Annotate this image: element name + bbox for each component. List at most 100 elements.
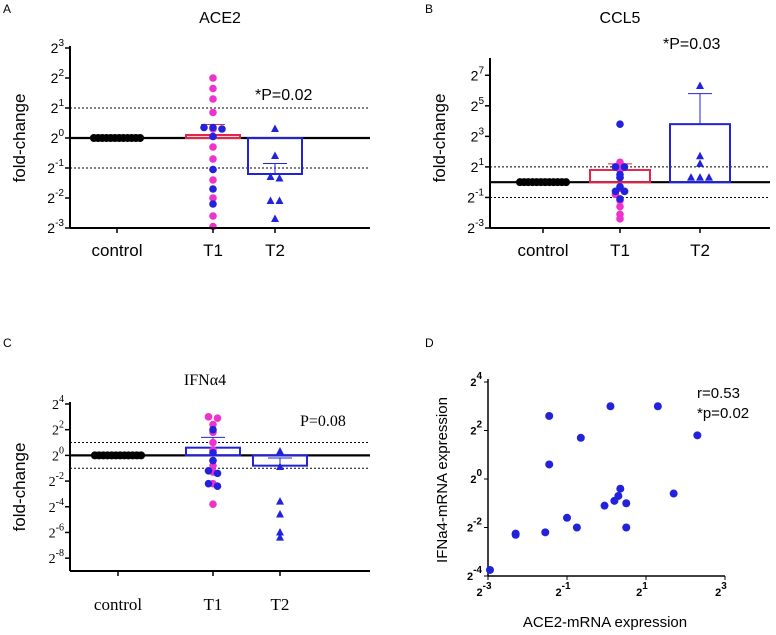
x-tick-label: control	[94, 595, 142, 614]
data-point	[209, 176, 217, 184]
x-tick-label: T2	[271, 595, 290, 614]
data-point-triangle	[266, 196, 275, 204]
data-point	[616, 195, 624, 203]
correlation-p: *p=0.02	[697, 405, 749, 422]
y-axis-label: IFNa4-mRNA expression	[434, 397, 451, 563]
data-point	[600, 501, 609, 510]
data-point	[136, 134, 145, 142]
x-axis-label: ACE2-mRNA expression	[523, 614, 687, 631]
data-point-triangle	[687, 173, 695, 181]
y-tick-label: 20	[52, 445, 64, 464]
data-point-triangle	[271, 124, 279, 132]
x-tick-label: control	[517, 241, 568, 260]
panel-a-ace2: ACE2 fold-change 23 22 21 20 2-1 2-2 2-3 control T…	[10, 10, 370, 260]
data-point	[209, 425, 217, 434]
panel-letter-d: D	[425, 336, 434, 350]
data-point	[213, 469, 222, 478]
data-point	[209, 449, 217, 457]
data-point	[485, 565, 494, 574]
data-point-triangle	[275, 174, 284, 182]
data-point-triangle	[696, 159, 704, 167]
data-point	[213, 482, 222, 491]
data-point-triangle	[705, 173, 713, 181]
y-tick-label: 25	[471, 96, 485, 114]
data-point-triangle	[276, 447, 284, 455]
y-tick-label: 21	[471, 157, 485, 175]
data-point-triangle	[276, 533, 284, 541]
data-point	[209, 200, 217, 208]
y-tick-label: 27	[471, 65, 485, 83]
y-tick-label: 2-2	[49, 471, 64, 490]
x-tick-label: control	[91, 241, 142, 260]
significance-annotation: *P=0.02	[255, 87, 312, 104]
y-tick-label: 2-1	[47, 158, 64, 176]
data-point	[213, 414, 222, 422]
y-tick-label: 22	[51, 68, 65, 86]
data-point-triangle	[276, 462, 284, 470]
data-point	[616, 215, 624, 223]
data-point	[209, 108, 217, 117]
x-tick-label: T2	[690, 241, 710, 260]
data-point	[204, 413, 213, 421]
data-point	[545, 411, 554, 420]
data-point-triangle	[271, 214, 279, 222]
y-tick-label: 2-3	[47, 218, 64, 236]
data-point-triangle	[271, 151, 279, 159]
data-point	[616, 202, 624, 211]
significance-annotation: P=0.08	[300, 413, 346, 430]
x-tick-label: T2	[265, 241, 285, 260]
x-tick-label: 21	[636, 581, 648, 599]
data-point	[511, 529, 520, 538]
panel-c-ifna4: IFNα4 fold-change 24 22 20 2-2 2-4 2-6 2-8 contro…	[10, 372, 370, 614]
data-point	[616, 120, 624, 128]
data-point-triangle	[276, 509, 284, 518]
data-point	[200, 123, 208, 132]
data-point	[209, 95, 217, 103]
data-point	[209, 84, 217, 93]
chart-title: CCL5	[600, 10, 641, 27]
data-point	[653, 402, 662, 411]
data-point	[541, 528, 550, 537]
data-point	[209, 500, 217, 509]
data-point	[693, 431, 702, 440]
data-point	[209, 132, 217, 141]
data-point	[209, 194, 217, 202]
data-point	[137, 451, 146, 460]
y-tick-label: 20	[51, 128, 65, 146]
y-tick-label: 23	[471, 126, 485, 144]
data-point	[622, 499, 631, 508]
data-point	[572, 523, 581, 532]
data-point	[545, 460, 554, 469]
data-point	[620, 163, 629, 171]
data-point	[606, 402, 615, 411]
x-tick-label: T1	[203, 241, 223, 260]
data-point	[204, 479, 213, 488]
data-point	[209, 143, 217, 151]
data-point	[576, 433, 585, 442]
data-point-triangle	[696, 151, 704, 160]
data-point	[611, 187, 620, 196]
data-point	[209, 123, 217, 132]
data-point	[209, 212, 217, 220]
data-point	[669, 489, 678, 498]
y-tick-label: 2-2	[467, 517, 482, 535]
chart-title: IFNα4	[184, 372, 226, 389]
data-point	[204, 467, 213, 475]
data-point-triangle	[696, 81, 704, 89]
data-point	[563, 513, 571, 522]
panel-letter-b: B	[425, 2, 433, 16]
panel-letter-c: C	[3, 336, 12, 350]
data-point	[209, 74, 217, 82]
x-tick-label: T1	[610, 241, 630, 260]
data-point	[622, 523, 631, 532]
data-point	[209, 185, 217, 193]
correlation-r: r=0.53	[697, 385, 740, 402]
data-point	[209, 155, 217, 163]
data-point-triangle	[276, 497, 284, 505]
y-tick-label: 20	[470, 468, 482, 486]
x-tick-label: T1	[204, 595, 223, 614]
y-tick-label: 2-6	[49, 522, 64, 541]
y-tick-label: 2-8	[49, 548, 64, 567]
panel-letter-a: A	[3, 2, 11, 16]
